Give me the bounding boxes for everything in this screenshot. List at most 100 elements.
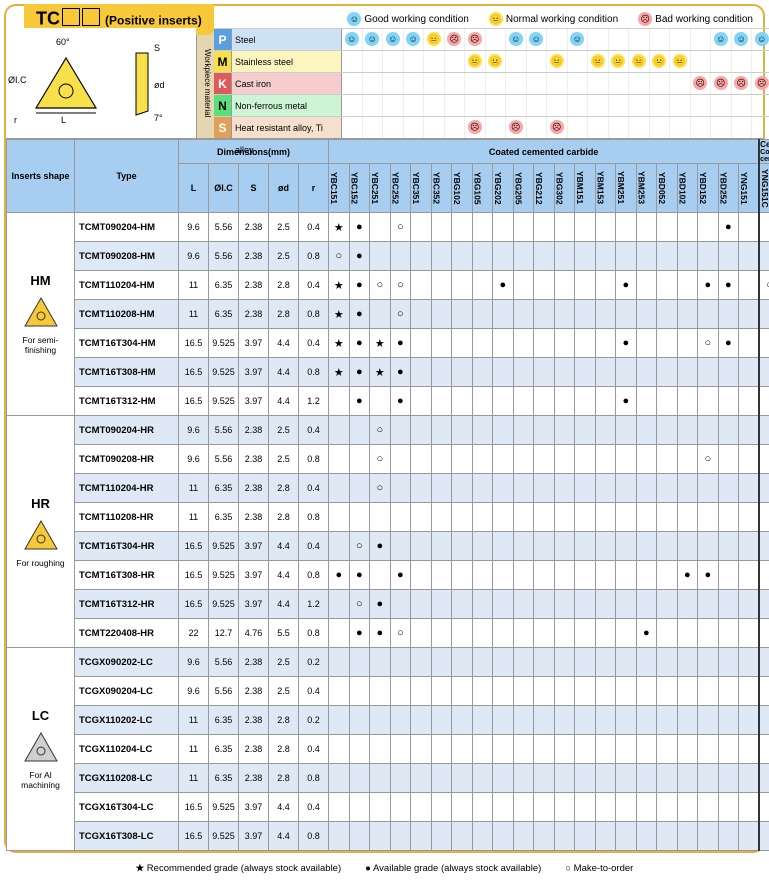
grade-cell: ● <box>349 561 370 590</box>
grade-cell <box>698 735 719 764</box>
grade-cell <box>411 416 432 445</box>
grade-cell: ● <box>349 329 370 358</box>
grade-cell <box>718 764 739 793</box>
grade-cell <box>493 648 514 677</box>
dim-value: 22 <box>179 619 209 648</box>
grade-cell <box>739 764 760 793</box>
grade-cell <box>411 242 432 271</box>
grade-cell: ○ <box>390 300 411 329</box>
grade-cell <box>677 329 698 358</box>
grade-cell <box>554 271 575 300</box>
grade-cell <box>472 242 493 271</box>
grade-cell <box>575 416 596 445</box>
table-row: HRFor roughingTCMT090204-HR9.65.562.382.… <box>7 416 769 445</box>
grade-col: YBC352 <box>431 164 452 213</box>
grade-cell <box>431 561 452 590</box>
grade-cell <box>739 735 760 764</box>
grade-cell <box>595 445 616 474</box>
dim-value: 0.8 <box>299 619 329 648</box>
grade-cell <box>718 387 739 416</box>
dim-value: 4.4 <box>269 358 299 387</box>
dim-value: 1.2 <box>299 387 329 416</box>
availability-mark: ● <box>684 569 691 581</box>
grade-cell <box>595 271 616 300</box>
grade-cell: ● <box>370 619 391 648</box>
grade-cell <box>636 735 657 764</box>
grade-cell <box>616 590 637 619</box>
grade-cell <box>472 764 493 793</box>
header-area: 60° ØI.C r L S ød 7° Workpiece material … <box>6 28 763 139</box>
dim-value: 0.4 <box>299 532 329 561</box>
dim-value: 2.38 <box>239 474 269 503</box>
dim-value: 16.5 <box>179 329 209 358</box>
dim-value: 9.525 <box>209 387 239 416</box>
grade-cell <box>575 706 596 735</box>
grade-cell <box>718 706 739 735</box>
type-code: TCMT110204-HR <box>75 474 179 503</box>
grade-cell <box>431 300 452 329</box>
table-row: LCFor Al machiningTCGX090202-LC9.65.562.… <box>7 648 769 677</box>
dim-value: 3.97 <box>239 532 269 561</box>
dim-value: 6.35 <box>209 706 239 735</box>
grade-cell <box>472 503 493 532</box>
availability-mark: ○ <box>335 250 342 262</box>
insert-grade-table: Inserts shapeTypeDimensions(mm)Coated ce… <box>6 139 769 851</box>
grade-cell <box>329 416 350 445</box>
grade-cell <box>472 329 493 358</box>
grade-cell <box>595 329 616 358</box>
grade-cell <box>759 764 769 793</box>
grade-cell <box>452 503 473 532</box>
grade-cell <box>390 793 411 822</box>
grade-cell <box>472 474 493 503</box>
dim-value: 0.4 <box>299 416 329 445</box>
grade-col: YNG151C <box>759 164 769 213</box>
footer-item: ★ Recommended grade (always stock availa… <box>136 863 342 874</box>
series-prefix: TC <box>36 8 60 28</box>
dim-value: 3.97 <box>239 590 269 619</box>
type-code: TCMT220408-HR <box>75 619 179 648</box>
table-row: TCMT16T308-HR16.59.5253.974.40.8●●●●● <box>7 561 769 590</box>
dim-value: 2.8 <box>269 474 299 503</box>
table-row: HMFor semi-finishingTCMT090204-HM9.65.56… <box>7 213 769 242</box>
grade-cell <box>677 300 698 329</box>
grade-cell <box>595 416 616 445</box>
face-icon: 😐 <box>673 54 687 68</box>
grade-cell <box>677 242 698 271</box>
grade-cell <box>677 706 698 735</box>
legend-label: Bad working condition <box>655 14 753 25</box>
grade-cell <box>575 387 596 416</box>
grade-cell <box>493 706 514 735</box>
dim-value: 2.38 <box>239 445 269 474</box>
type-code: TCGX16T308-LC <box>75 822 179 851</box>
face-icon: ☹ <box>734 76 748 90</box>
grade-cell: ○ <box>698 329 719 358</box>
svg-text:L: L <box>61 115 66 125</box>
grade-cell <box>636 822 657 851</box>
grade-cell <box>636 590 657 619</box>
material-row: SHeat resistant alloy, Ti alloy☹☹☹ <box>214 116 769 138</box>
dim-value: 5.56 <box>209 213 239 242</box>
dim-value: 4.4 <box>269 793 299 822</box>
grade-cell <box>575 474 596 503</box>
dim-col: ØI.C <box>209 164 239 213</box>
grade-cell <box>554 793 575 822</box>
grade-cell <box>472 358 493 387</box>
grade-cell <box>390 445 411 474</box>
face-icon: ☺ <box>406 32 420 46</box>
grade-cell: ● <box>349 242 370 271</box>
availability-mark: ● <box>356 627 363 639</box>
grade-cell <box>493 532 514 561</box>
grade-cell <box>411 793 432 822</box>
grade-cell <box>472 590 493 619</box>
grade-cell <box>677 619 698 648</box>
table-row: TCMT110208-HR116.352.382.80.8 <box>7 503 769 532</box>
dim-value: 0.4 <box>299 677 329 706</box>
grade-cell <box>739 387 760 416</box>
dim-value: 2.5 <box>269 416 299 445</box>
dim-col: ød <box>269 164 299 213</box>
grade-cell <box>657 474 678 503</box>
grade-cell <box>349 416 370 445</box>
grade-cell <box>636 706 657 735</box>
material-row: MStainless steel😐😐😐😐😐😐😐😐 <box>214 50 769 72</box>
dim-value: 11 <box>179 474 209 503</box>
